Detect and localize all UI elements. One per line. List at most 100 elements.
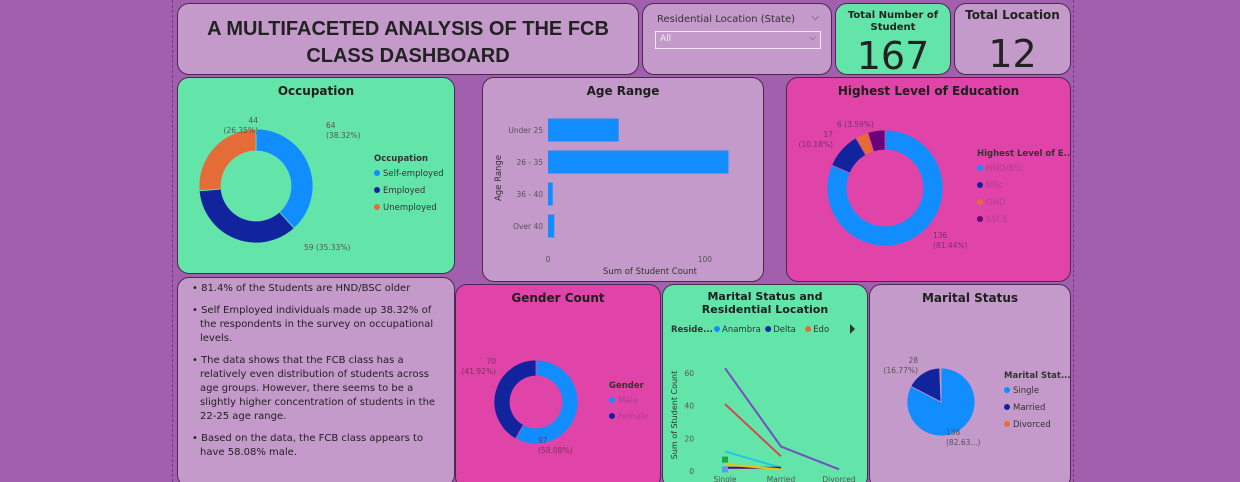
education-donut-chart: 136(81.44%) 17(10.18%) 6 (3.59%) Highest Le… — [799, 120, 1071, 250]
x-axis-title: Sum of Student Count — [603, 267, 698, 277]
insight-item: • The data shows that the FCB class has … — [192, 355, 436, 422]
legend-label: Divorced — [1013, 420, 1051, 430]
dropdown-arrow-icon[interactable]: ⌵ — [809, 33, 816, 43]
y-tick-label: 20 — [684, 434, 694, 443]
gender-title: Gender Count — [511, 291, 605, 305]
legend-marker — [977, 199, 983, 205]
legend-title: Gender — [609, 381, 645, 391]
pie-slice-ssce — [867, 129, 886, 153]
legend-label: MSc — [986, 181, 1004, 191]
chevron-down-icon[interactable]: ⌵ — [811, 12, 819, 23]
y-axis-title: Sum of Student Count — [670, 371, 679, 460]
bar — [548, 214, 555, 238]
data-label: (41.92%) — [462, 367, 497, 376]
legend-marker — [714, 326, 720, 332]
pie-slice-hnd-bsc — [826, 129, 944, 247]
data-label: 59 (35.33%) — [304, 243, 350, 252]
y-tick-label: Over 40 — [513, 222, 543, 231]
insight-item: • Self Employed individuals made up 38.3… — [192, 305, 434, 344]
legend-marker — [374, 170, 380, 176]
data-label: 28 — [908, 356, 918, 365]
data-label: 136 — [933, 231, 948, 240]
pie-slice-male — [515, 359, 579, 445]
pie-slice-employed — [198, 188, 295, 244]
legend-marker — [374, 187, 380, 193]
data-label: 64 — [326, 121, 336, 130]
dashboard-title: A MULTIFACETED ANALYSIS OF THE FCB CLASS… — [207, 18, 609, 67]
legend-marker — [374, 204, 380, 210]
marital-location-title: Marital Status and Residential Location — [701, 290, 829, 316]
legend-label: Self-employed — [383, 169, 444, 179]
education-title: Highest Level of Education — [837, 84, 1020, 98]
insights-list: • 81.4% of the Students are HND/BSC olde… — [192, 282, 442, 468]
insight-item: • Based on the data, the FCB class appea… — [192, 433, 424, 458]
bar — [548, 182, 553, 206]
data-label: 70 — [486, 357, 496, 366]
series-line — [724, 367, 840, 471]
legend-marker — [765, 326, 772, 332]
series-line — [724, 403, 782, 458]
legend-marker — [609, 413, 615, 419]
marital-location-card: Marital Status and Residential Location … — [662, 284, 868, 482]
legend-label: Unemployed — [383, 203, 437, 213]
y-tick-label: 26 - 35 — [516, 158, 543, 167]
data-label: 6 (3.59%) — [837, 120, 874, 129]
legend-marker — [805, 326, 812, 332]
slicer-label: Residential Location (State) — [657, 14, 796, 25]
legend-label: OND — [986, 198, 1006, 208]
kpi-students-label: Total Number of Student — [847, 10, 939, 33]
legend-marker — [1004, 404, 1010, 410]
marital-title: Marital Status — [921, 291, 1019, 305]
x-tick-label: Divorced — [822, 475, 856, 482]
legend-title: Occupation — [374, 154, 428, 164]
legend-label: SSCE — [986, 215, 1008, 225]
data-label: 97 — [538, 436, 548, 445]
kpi-total-location: Total Location 12 — [954, 3, 1071, 75]
x-tick-label: 0 — [546, 255, 551, 264]
slicer-dropdown[interactable]: All ⌵ — [655, 31, 821, 49]
kpi-location-value: 12 — [988, 32, 1037, 75]
data-label: (26.35%) — [224, 126, 259, 135]
legend-marker — [977, 165, 983, 171]
occupation-title: Occupation — [277, 84, 355, 98]
legend-title: Highest Level of E... — [977, 149, 1071, 159]
legend-marker — [1004, 387, 1010, 393]
insight-item: • 81.4% of the Students are HND/BSC olde… — [192, 283, 411, 294]
legend-label: Male — [618, 396, 638, 406]
pie-slice-divorced — [939, 367, 942, 403]
legend-marker — [977, 216, 983, 222]
bar — [548, 150, 729, 174]
data-label: 17 — [823, 130, 833, 139]
kpi-students-value: 167 — [856, 34, 930, 75]
legend-marker — [977, 182, 983, 188]
series-point — [722, 466, 728, 473]
x-tick-label: 100 — [698, 255, 713, 264]
kpi-location-label: Total Location — [965, 8, 1060, 22]
legend-label: Married — [1013, 403, 1045, 413]
legend-label: Edo — [813, 325, 829, 335]
legend-label: HND/BSc — [986, 164, 1024, 174]
data-label: (82.63...) — [946, 438, 981, 447]
data-label: (81.44%) — [933, 241, 968, 250]
pie-slice-female — [493, 359, 537, 440]
gender-card: Gender Count 97 (58.08%) 70 (41.92%) Gender M… — [455, 284, 661, 482]
pie-slice-self-employed — [255, 128, 314, 229]
slicer-selected-value: All — [660, 34, 672, 44]
x-tick-label: Married — [767, 475, 796, 482]
report-canvas: A MULTIFACETED ANALYSIS OF THE FCB CLASS… — [172, 0, 1074, 482]
legend-label: Single — [1013, 386, 1039, 396]
marital-card: Marital Status 138 (82.63...) 28 (16.77%) Ma… — [869, 284, 1071, 482]
data-label: 44 — [248, 116, 258, 125]
marital-location-line-chart: Reside... Anambra Delta Edo 0 20 40 60 Single Mar… — [670, 324, 856, 482]
legend-label: Anambra — [722, 325, 761, 335]
kpi-total-students: Total Number of Student 167 — [835, 3, 951, 75]
education-card: Highest Level of Education 136 (81.44%) 17… — [786, 77, 1071, 282]
state-slicer[interactable]: Residential Location (State) ⌵ All ⌵ — [642, 3, 832, 75]
occupation-donut-chart: 64(38.32%) 59 (35.33%) 44(26.35%) Occupatio… — [198, 116, 444, 252]
y-tick-label: 0 — [689, 467, 694, 476]
legend-label: Delta — [773, 325, 796, 335]
occupation-card: Occupation 64 (38.32%) 59 (35.33%) 44 (26.35… — [177, 77, 455, 274]
legend-marker — [1004, 421, 1010, 427]
legend-marker — [609, 397, 615, 403]
